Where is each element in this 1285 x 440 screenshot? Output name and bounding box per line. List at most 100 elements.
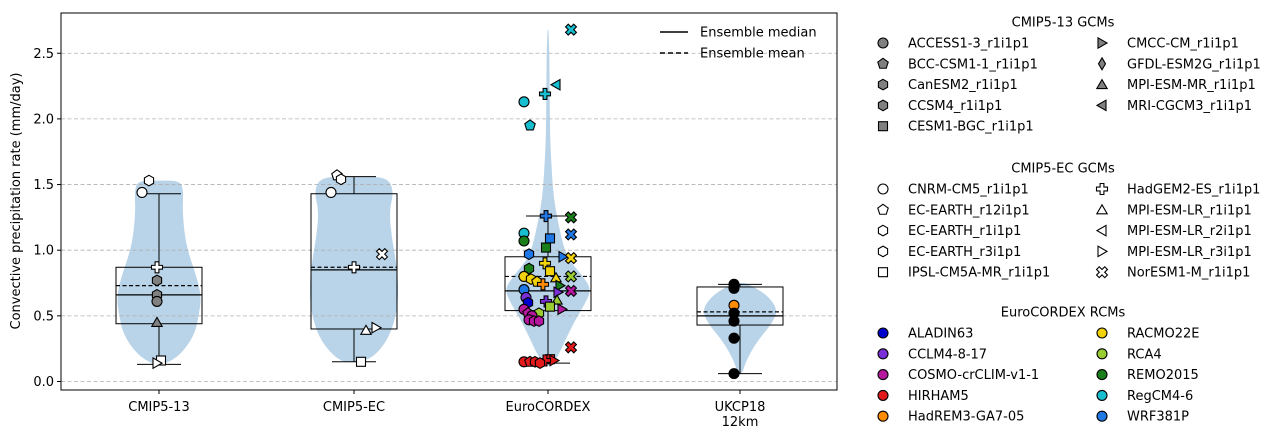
data-point bbox=[564, 251, 578, 265]
box-iqr bbox=[310, 193, 398, 330]
data-point bbox=[564, 270, 578, 283]
legend-marker bbox=[877, 37, 889, 49]
legend-label: MPI-ESM-LR_r1i1p1 bbox=[1127, 203, 1252, 218]
data-point-shape bbox=[564, 211, 578, 224]
legend-label: CNRM-CM5_r1i1p1 bbox=[908, 183, 1029, 198]
data-point bbox=[539, 210, 553, 223]
data-point bbox=[143, 174, 155, 187]
legend-marker bbox=[877, 78, 889, 91]
data-point bbox=[150, 261, 164, 274]
legend-label: CMCC-CM_r1i1p1 bbox=[1127, 37, 1239, 52]
data-point bbox=[538, 87, 552, 100]
data-point bbox=[151, 274, 163, 287]
data-point bbox=[564, 341, 578, 354]
y-tick-label: 1.5 bbox=[33, 178, 54, 193]
y-tick-label: 2.5 bbox=[33, 47, 54, 62]
data-point bbox=[558, 250, 570, 263]
legend-marker bbox=[1095, 224, 1107, 237]
legend-marker bbox=[1095, 99, 1107, 112]
data-point bbox=[375, 247, 389, 261]
legend-label: CCLM4-8-17 bbox=[908, 347, 987, 362]
x-tick-label: UKCP18 bbox=[715, 400, 766, 415]
data-point bbox=[728, 282, 740, 294]
legend-label: EC-EARTH_r1i1p1 bbox=[908, 224, 1021, 239]
data-point-shape bbox=[564, 341, 578, 354]
data-point bbox=[564, 211, 578, 224]
data-point bbox=[728, 332, 740, 344]
points-layer bbox=[136, 23, 740, 380]
legend-marker bbox=[1096, 348, 1108, 360]
data-point bbox=[524, 119, 536, 131]
legend-marker bbox=[877, 267, 889, 278]
legend-marker bbox=[877, 410, 889, 422]
y-tick-label: 0.5 bbox=[33, 309, 54, 324]
legend-marker-shape bbox=[1095, 265, 1109, 279]
legend-marker bbox=[1096, 410, 1108, 422]
legend-marker bbox=[1097, 36, 1109, 50]
legend-label: HadREM3-GA7-05 bbox=[908, 410, 1024, 425]
data-point bbox=[536, 278, 550, 291]
y-tick-label: 0.0 bbox=[33, 375, 54, 390]
legend-label: MPI-ESM-LR_r2i1p1 bbox=[1127, 224, 1252, 239]
legend-label: NorESM1-M_r1i1p1 bbox=[1127, 266, 1250, 281]
legend-label: CCSM4_r1i1p1 bbox=[908, 99, 1002, 114]
legend-label: IPSL-CM5A-MR_r1i1p1 bbox=[908, 266, 1050, 281]
y-axis-label: Convective precipitation rate (mm/day) bbox=[9, 73, 24, 330]
data-point-shape bbox=[564, 228, 578, 241]
y-tick-label: 2.0 bbox=[33, 112, 54, 127]
x-tick-label: CMIP5-EC bbox=[323, 400, 385, 415]
legend-marker bbox=[877, 369, 889, 381]
data-point bbox=[534, 357, 546, 370]
legend-marker bbox=[877, 183, 889, 195]
legend-marker bbox=[1095, 265, 1109, 279]
data-point bbox=[544, 266, 556, 277]
legend-marker bbox=[1095, 182, 1109, 196]
legend-marker bbox=[877, 327, 889, 339]
data-point bbox=[564, 284, 578, 298]
legend-marker bbox=[877, 121, 889, 132]
legend-group-title: CMIP5-13 GCMs bbox=[1012, 16, 1115, 31]
y-tick-label: 1.0 bbox=[33, 244, 54, 259]
data-point bbox=[359, 324, 373, 335]
legend-label: WRF381P bbox=[1127, 410, 1189, 425]
legend-group: CMIP5-13 GCMs ACCESS1-3_r1i1p1 BCC-CSM1-1_… bbox=[877, 16, 1261, 135]
legend-marker bbox=[1096, 327, 1108, 339]
legend-label: HIRHAM5 bbox=[908, 389, 969, 404]
legend-label: ACCESS1-3_r1i1p1 bbox=[908, 37, 1029, 52]
legend-marker bbox=[1096, 369, 1108, 381]
data-point bbox=[355, 356, 367, 367]
data-point bbox=[518, 235, 530, 247]
legend-marker bbox=[1095, 78, 1109, 90]
legend-group: EuroCORDEX RCMs ALADIN63 CCLM4-8-17 COSMO-c… bbox=[877, 306, 1199, 425]
line-legend-label: Ensemble mean bbox=[700, 47, 805, 62]
data-point bbox=[136, 186, 148, 198]
legend-marker bbox=[1097, 56, 1107, 71]
legend-group: CMIP5-EC GCMs CNRM-CM5_r1i1p1 EC-EARTH_r12… bbox=[877, 162, 1260, 281]
legend-marker bbox=[877, 57, 889, 69]
data-point-shape bbox=[564, 23, 578, 36]
legend-label: EC-EARTH_r3i1p1 bbox=[908, 245, 1021, 260]
legend-label: MRI-CGCM3_r1i1p1 bbox=[1127, 99, 1252, 114]
data-point bbox=[335, 173, 347, 186]
legend-marker bbox=[1095, 203, 1109, 215]
data-point bbox=[150, 316, 164, 327]
data-point-shape bbox=[564, 270, 578, 283]
legend-label: RegCM4-6 bbox=[1127, 389, 1193, 404]
legend-group-title: EuroCORDEX RCMs bbox=[1001, 306, 1126, 321]
data-point bbox=[564, 228, 578, 241]
legend-marker bbox=[877, 224, 889, 237]
legend-label: GFDL-ESM2G_r1i1p1 bbox=[1127, 57, 1261, 72]
legend-label: CanESM2_r1i1p1 bbox=[908, 78, 1018, 93]
legend-label: MPI-ESM-LR_r3i1p1 bbox=[1127, 245, 1252, 260]
legend-label: MPI-ESM-MR_r1i1p1 bbox=[1127, 78, 1256, 93]
data-point bbox=[553, 286, 565, 299]
y-axis: 0.0 0.5 1.0 1.5 2.0 2.5 bbox=[33, 47, 61, 390]
legend-label: ALADIN63 bbox=[908, 327, 973, 342]
legend-marker bbox=[877, 99, 889, 112]
legend-label: EC-EARTH_r12i1p1 bbox=[908, 203, 1030, 218]
box-iqr bbox=[696, 286, 784, 326]
line-legend-label: Ensemble median bbox=[700, 26, 817, 41]
legend-marker bbox=[877, 203, 889, 215]
